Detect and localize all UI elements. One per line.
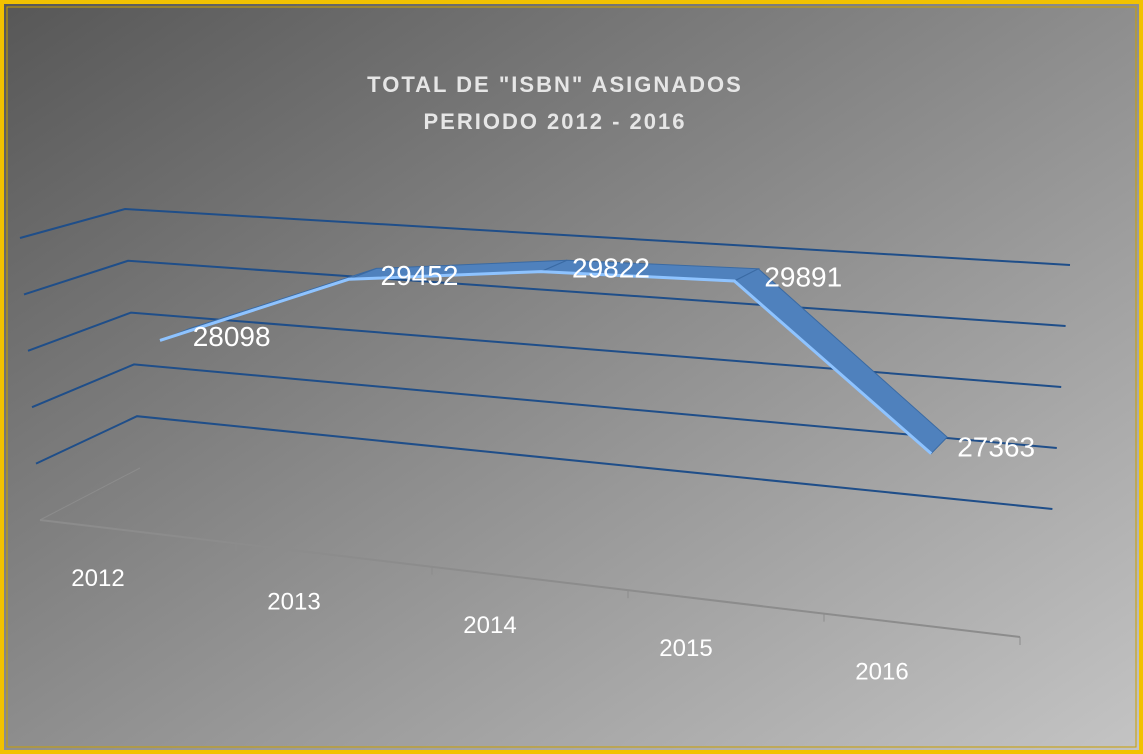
data-label: 27363 bbox=[957, 432, 1035, 463]
chart-subtitle: PERIODO 2012 - 2016 bbox=[423, 109, 686, 134]
data-label: 29822 bbox=[572, 252, 650, 283]
x-tick-label: 2016 bbox=[855, 659, 908, 686]
floor-side bbox=[39, 467, 141, 521]
line bbox=[159, 270, 933, 455]
x-axis bbox=[39, 519, 1021, 638]
grid-line bbox=[19, 207, 1071, 266]
grid-line bbox=[23, 259, 1066, 327]
grid-line bbox=[27, 311, 1062, 388]
inner-frame bbox=[6, 6, 1137, 748]
data-label: 28098 bbox=[193, 321, 271, 352]
grid-line bbox=[31, 363, 1057, 449]
x-tick-label: 2013 bbox=[267, 588, 320, 615]
x-tick-label: 2012 bbox=[71, 565, 124, 592]
x-tick-label: 2014 bbox=[463, 612, 516, 639]
x-tick-label: 2015 bbox=[659, 635, 712, 662]
data-label: 29452 bbox=[381, 260, 459, 291]
chart-title: TOTAL DE "ISBN" ASIGNADOS bbox=[367, 72, 743, 97]
data-label: 29891 bbox=[764, 261, 842, 292]
grid-line bbox=[35, 415, 1053, 510]
